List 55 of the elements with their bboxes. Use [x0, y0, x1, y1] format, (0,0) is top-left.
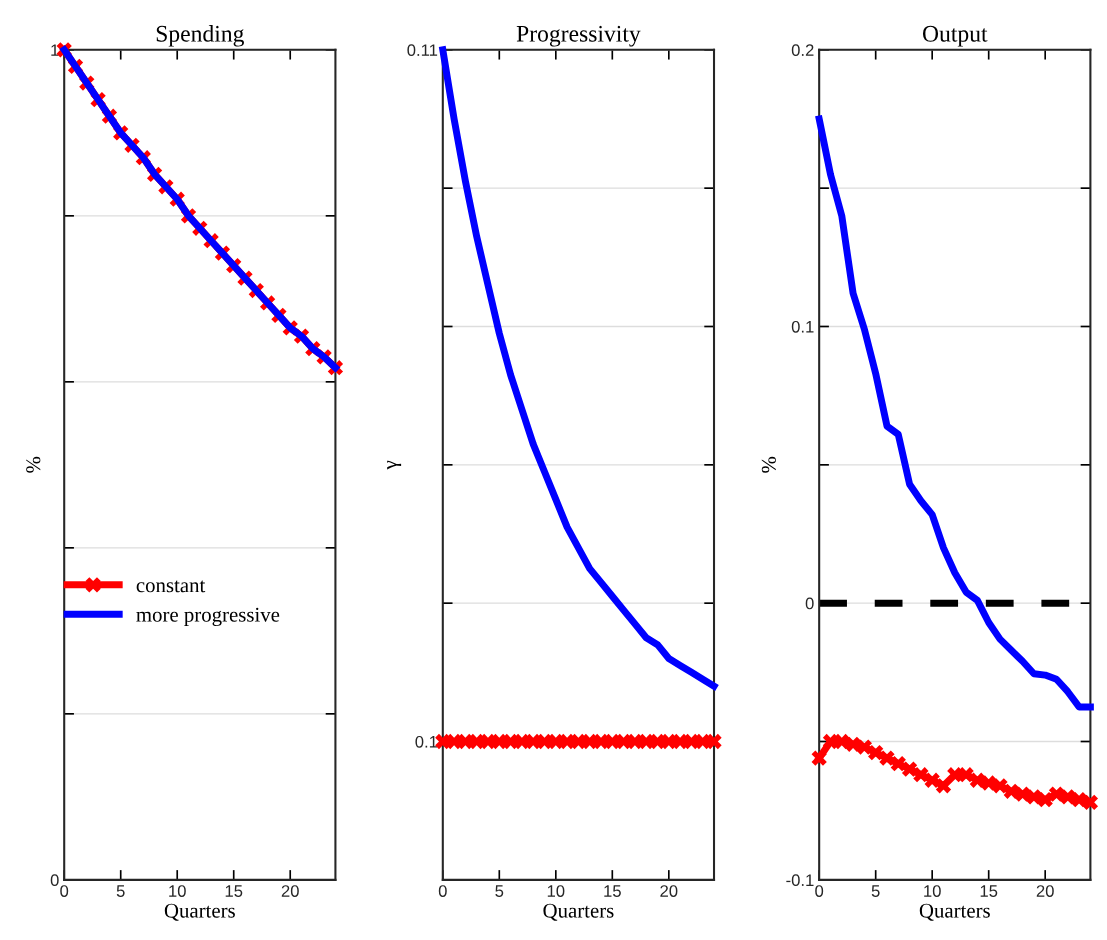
point — [981, 775, 997, 791]
chart-title: Spending — [156, 25, 244, 47]
point — [868, 744, 884, 761]
x-axis-title: Quarters — [919, 903, 990, 921]
y-tick-label: 0.11 — [407, 44, 438, 57]
x-axis-title: Quarters — [543, 903, 614, 921]
point — [1003, 783, 1019, 799]
point — [913, 767, 929, 783]
point — [1060, 789, 1076, 805]
x-tick-label: 5 — [116, 885, 125, 897]
x-tick-label: 10 — [924, 885, 941, 897]
legend-label: constant — [136, 580, 206, 593]
point — [1037, 791, 1053, 808]
x-tick-label: 0 — [60, 885, 69, 897]
x-tick-label: 5 — [871, 885, 880, 897]
chart-title: Output — [922, 25, 988, 47]
y-axis-title: % — [26, 456, 41, 473]
x-tick-label: 5 — [495, 885, 504, 897]
x-tick-label: 15 — [980, 885, 998, 897]
x-tick-label: 10 — [169, 885, 186, 897]
y-tick-label: 0.1 — [791, 320, 814, 333]
point — [890, 756, 906, 772]
y-tick-label: 0 — [805, 597, 814, 610]
x-tick-label: 20 — [281, 885, 299, 897]
x-tick-label: 15 — [604, 885, 621, 897]
point — [856, 739, 873, 755]
x-tick-label: 0 — [815, 885, 824, 897]
x-tick-label: 10 — [547, 885, 565, 897]
x-tick-label: 20 — [660, 885, 678, 897]
x-tick-label: 20 — [1036, 885, 1054, 897]
x-tick-label: 15 — [225, 885, 243, 897]
point — [1071, 791, 1087, 808]
point — [845, 736, 861, 752]
y-tick-label: 0.2 — [791, 44, 814, 57]
point — [834, 733, 850, 750]
point — [1082, 794, 1099, 811]
point — [935, 778, 952, 794]
y-axis-title: γ — [387, 460, 402, 470]
point — [992, 778, 1008, 794]
point — [901, 761, 918, 777]
point — [1026, 789, 1042, 805]
point — [1014, 786, 1031, 802]
x-axis-title: Quarters — [164, 903, 235, 921]
y-axis-title: % — [761, 456, 776, 473]
y-tick-label: 1 — [51, 44, 59, 56]
point — [958, 767, 974, 783]
point — [924, 772, 940, 788]
y-tick-label: -0.1 — [786, 874, 814, 887]
chart-title: Progressivity — [516, 25, 641, 47]
y-tick-label: 0.1 — [415, 735, 438, 748]
legend-label: more progressive — [136, 607, 280, 627]
point — [1048, 786, 1065, 802]
point — [811, 750, 827, 766]
point — [969, 772, 986, 788]
x-tick-label: 0 — [438, 885, 447, 897]
